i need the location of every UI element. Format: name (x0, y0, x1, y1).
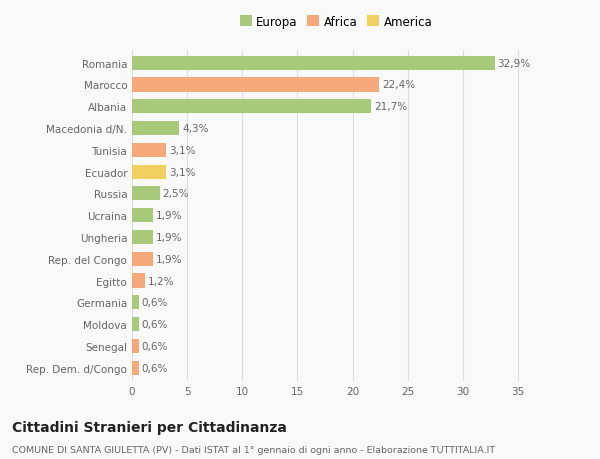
Text: 4,3%: 4,3% (182, 124, 209, 134)
Bar (132, 187, 160, 201)
Legend: Europa, Africa, America: Europa, Africa, America (238, 13, 434, 31)
Bar (132, 252, 153, 266)
Text: 1,9%: 1,9% (156, 211, 182, 221)
Bar (132, 143, 166, 157)
Text: 22,4%: 22,4% (382, 80, 415, 90)
Bar (132, 78, 379, 92)
Bar (132, 100, 371, 114)
Text: 0,6%: 0,6% (142, 341, 168, 351)
Bar (132, 361, 139, 375)
Text: 2,5%: 2,5% (163, 189, 189, 199)
Bar (132, 165, 166, 179)
Text: 3,1%: 3,1% (169, 167, 196, 177)
Text: 21,7%: 21,7% (374, 102, 407, 112)
Bar (132, 209, 153, 223)
Bar (132, 296, 139, 310)
Text: 0,6%: 0,6% (142, 319, 168, 330)
Bar (132, 122, 179, 136)
Bar (132, 274, 145, 288)
Text: Cittadini Stranieri per Cittadinanza: Cittadini Stranieri per Cittadinanza (12, 420, 287, 434)
Text: 1,2%: 1,2% (148, 276, 175, 286)
Text: 1,9%: 1,9% (156, 232, 182, 242)
Bar (132, 339, 139, 353)
Text: 1,9%: 1,9% (156, 254, 182, 264)
Text: 32,9%: 32,9% (497, 59, 530, 68)
Text: COMUNE DI SANTA GIULETTA (PV) - Dati ISTAT al 1° gennaio di ogni anno - Elaboraz: COMUNE DI SANTA GIULETTA (PV) - Dati IST… (12, 445, 495, 454)
Bar (132, 56, 495, 71)
Text: 3,1%: 3,1% (169, 146, 196, 156)
Bar (132, 317, 139, 331)
Text: 0,6%: 0,6% (142, 363, 168, 373)
Bar (132, 230, 153, 245)
Text: 0,6%: 0,6% (142, 298, 168, 308)
